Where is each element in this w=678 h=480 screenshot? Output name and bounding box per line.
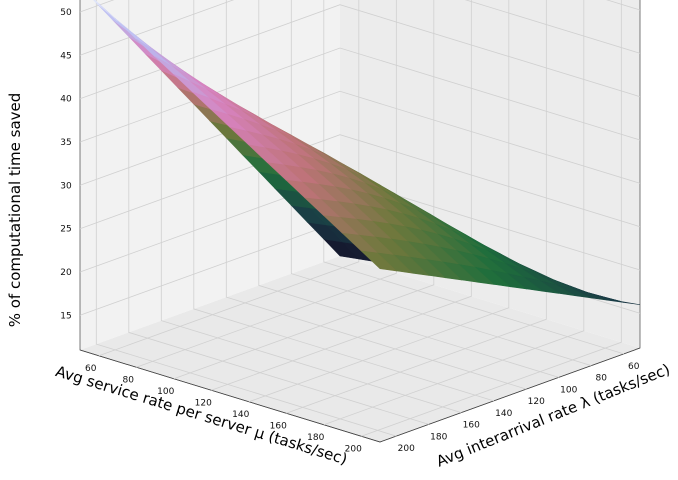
grid-line-z xyxy=(79,0,641,56)
x-tick-label: 200 xyxy=(345,444,362,454)
z-tick-label: 50 xyxy=(60,8,72,18)
x-tick-label: 60 xyxy=(85,364,97,374)
grid-line-lambda xyxy=(323,0,624,355)
grid-line-z xyxy=(79,90,641,186)
z-axis-label: % of computational time saved xyxy=(6,93,24,328)
z-tick-label: 35 xyxy=(60,138,71,148)
grid-line-lambda xyxy=(128,0,429,425)
z-tick-label: 30 xyxy=(60,181,72,191)
grid-line-mu xyxy=(136,0,397,368)
x-tick-label: 180 xyxy=(307,433,324,443)
z-tick-label: 15 xyxy=(60,311,71,321)
grid-line-mu xyxy=(173,0,435,380)
y-tick-label: 160 xyxy=(463,421,480,431)
grid-line-lambda xyxy=(258,0,559,378)
floor-pane xyxy=(80,256,640,442)
surface-plot xyxy=(93,0,641,305)
tick-labels: 60 80 100 120 140 160 180 200 60 80 100 120 140 160 18… xyxy=(60,8,639,454)
x-tick-label: 100 xyxy=(157,387,174,397)
x-tick-label: 140 xyxy=(232,410,249,420)
grid-line-z xyxy=(79,134,641,230)
x-axis-line xyxy=(79,349,381,443)
x-tick-label: 160 xyxy=(270,421,287,431)
grid-line-z xyxy=(79,47,641,143)
grid-line-mu xyxy=(98,0,360,357)
grid-line-lambda xyxy=(290,0,592,366)
z-tick-label: 20 xyxy=(60,268,72,278)
grid-line-lambda xyxy=(95,0,397,437)
grid-line-mu xyxy=(248,0,510,403)
y-tick-label: 180 xyxy=(430,432,447,442)
y-tick-label: 120 xyxy=(528,397,545,407)
grid-line-mu xyxy=(323,0,585,426)
grid-line-lambda xyxy=(160,0,462,413)
y-tick-label: 200 xyxy=(398,444,415,454)
x-tick-label: 120 xyxy=(195,398,212,408)
x-tick-label: 80 xyxy=(123,375,135,385)
y-tick-label: 100 xyxy=(560,385,577,395)
y-tick-label: 60 xyxy=(628,362,640,372)
z-tick-label: 45 xyxy=(60,51,71,61)
y-axis-line xyxy=(379,347,641,443)
surface-cell xyxy=(360,250,398,272)
z-tick-label: 40 xyxy=(60,95,72,105)
z-tick-label: 25 xyxy=(60,225,71,235)
grid-line-mu xyxy=(211,0,472,391)
y-tick-label: 140 xyxy=(495,409,512,419)
grid-line-lambda xyxy=(193,0,494,402)
grid-line-mu xyxy=(286,0,547,414)
left-wall-pane xyxy=(80,0,340,350)
grid-line-mu xyxy=(361,0,622,437)
grid-line-lambda xyxy=(225,0,527,390)
grid-lines xyxy=(79,0,641,437)
y-tick-label: 80 xyxy=(596,374,608,384)
